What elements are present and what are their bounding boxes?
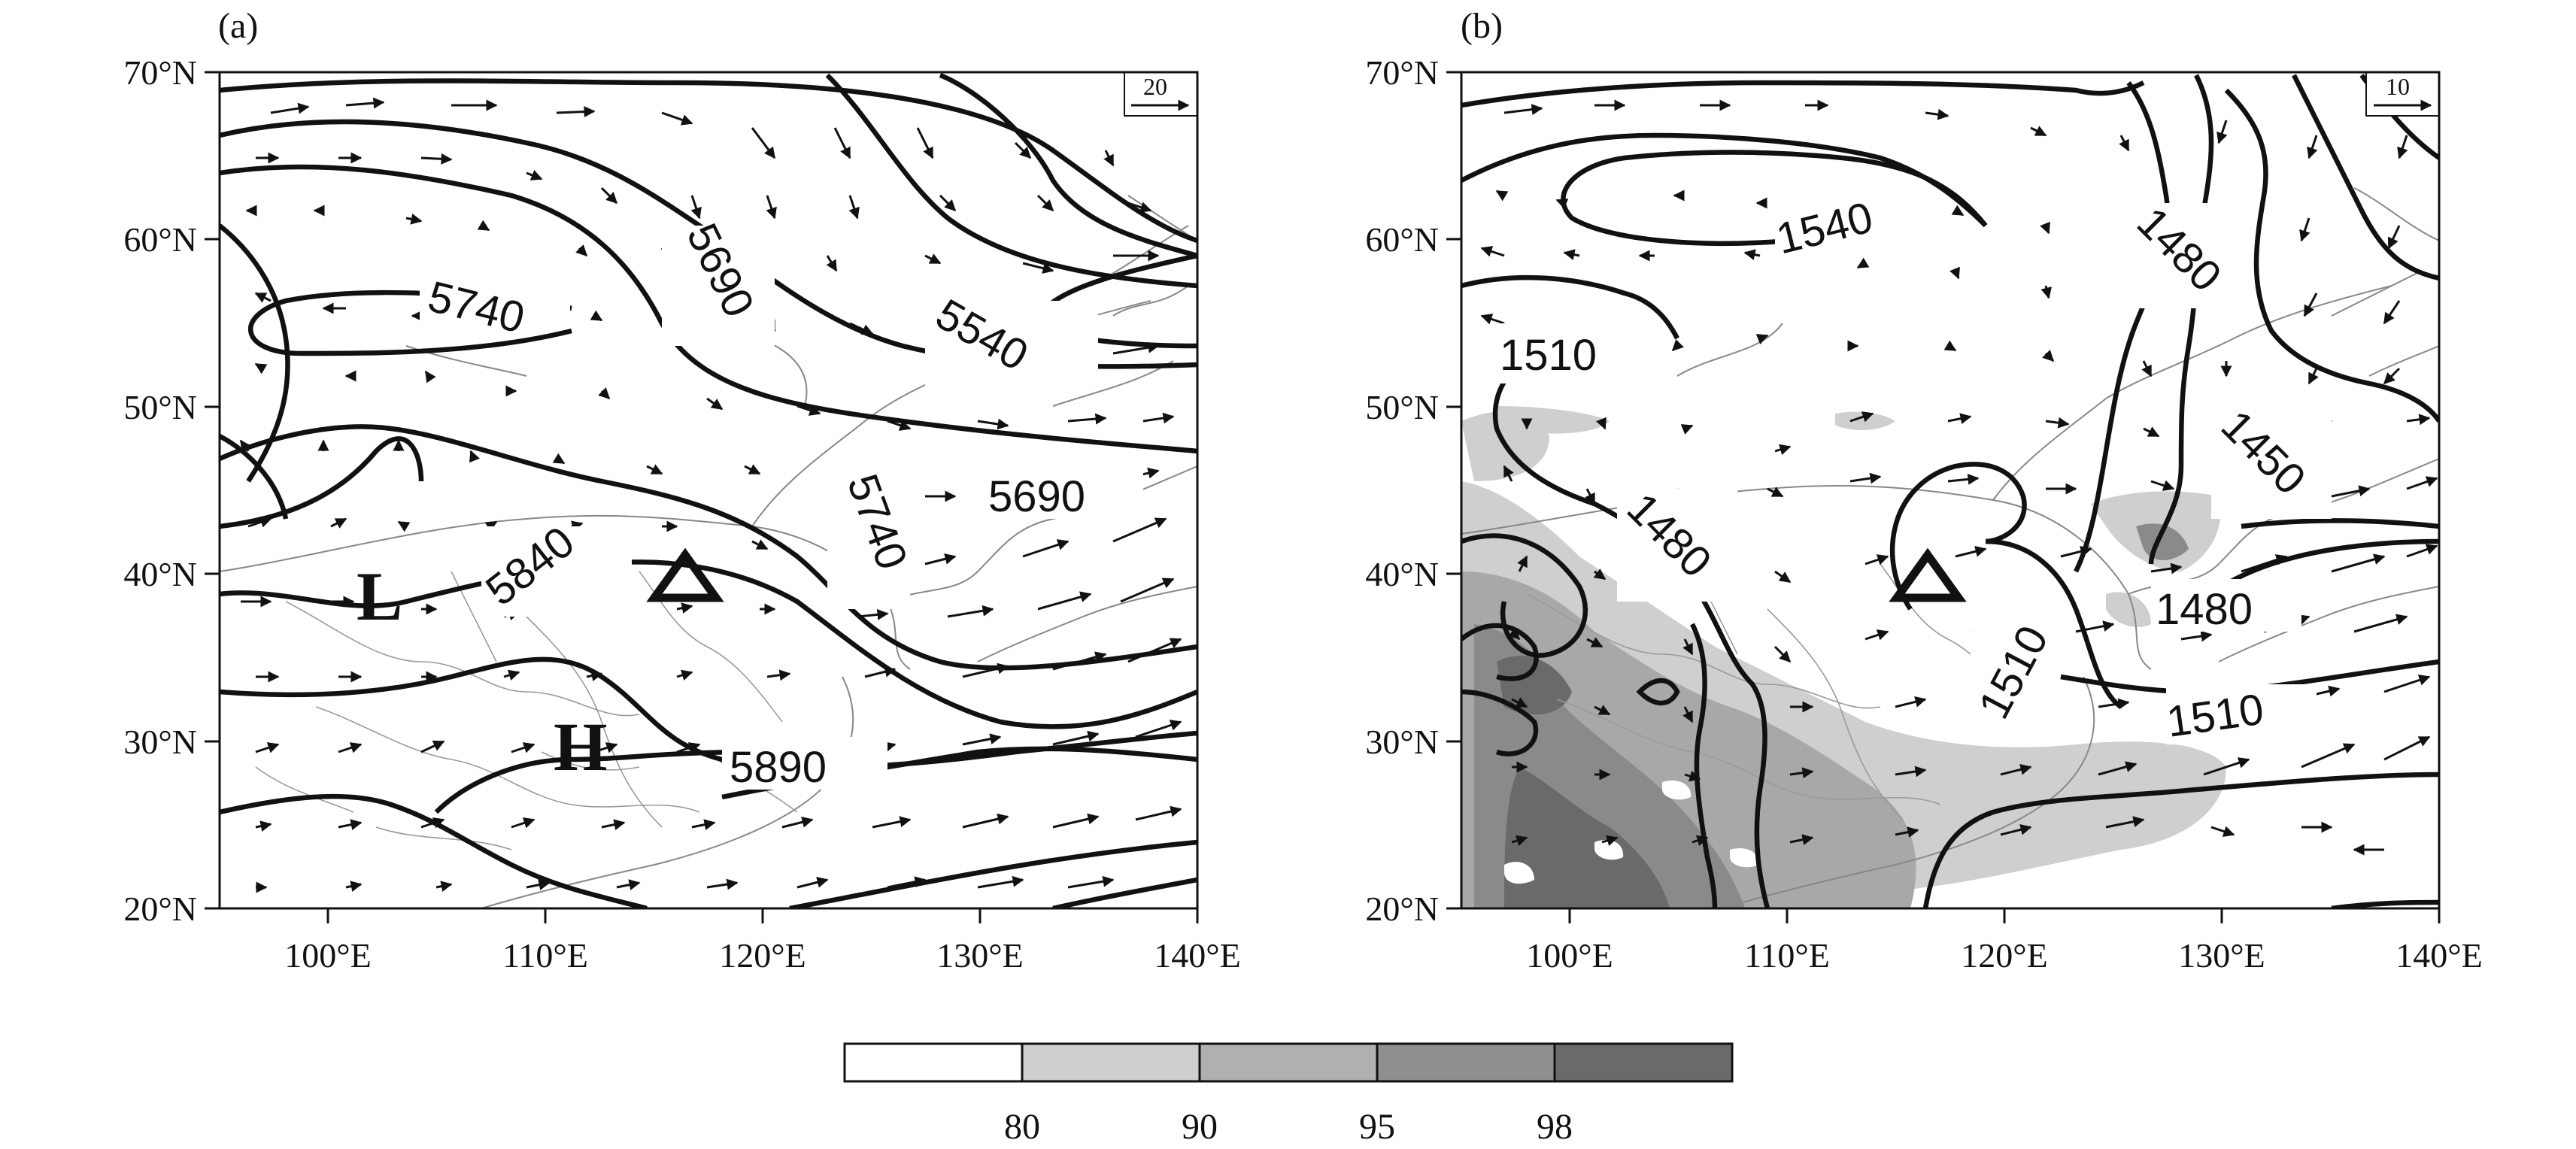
svg-text:130°E: 130°E — [2178, 936, 2265, 975]
panel-a-lon-labels: 100°E 110°E 120°E 130°E 140°E — [284, 936, 1241, 975]
station-triangle-marker — [1889, 547, 1967, 602]
svg-text:30°N: 30°N — [123, 723, 197, 761]
panel-b-frame — [1460, 71, 2441, 910]
colorbar-segment — [1553, 1042, 1734, 1083]
svg-text:20°N: 20°N — [123, 890, 197, 928]
svg-text:140°E: 140°E — [1154, 936, 1241, 975]
svg-text:110°E: 110°E — [1744, 936, 1830, 975]
panel-b-lon-ticks — [1568, 908, 2441, 923]
panel-b-reference-vector: 10 — [2365, 72, 2439, 117]
svg-text:40°N: 40°N — [123, 555, 197, 593]
svg-text:120°E: 120°E — [719, 936, 806, 975]
station-triangle-marker — [646, 547, 724, 602]
colorbar: 80 90 95 98 — [843, 1042, 1734, 1147]
svg-text:100°E: 100°E — [284, 936, 372, 975]
svg-text:70°N: 70°N — [1365, 53, 1439, 92]
svg-text:110°E: 110°E — [502, 936, 588, 975]
svg-text:140°E: 140°E — [2395, 936, 2483, 975]
humidity-shading — [1461, 406, 2226, 908]
panel-b-lat-ticks — [1446, 71, 1461, 910]
panel-b-wind-vectors — [1480, 99, 2438, 856]
contour-label: 5690 — [988, 472, 1085, 521]
panel-a-frame — [218, 71, 1199, 910]
svg-text:60°N: 60°N — [1365, 220, 1439, 259]
svg-text:40°N: 40°N — [1365, 555, 1439, 593]
panel-a-label: (a) — [218, 6, 258, 46]
panel-a-contour-labels: 5740 5690 5540 5690 5740 5840 5890 — [420, 216, 1143, 792]
svg-text:50°N: 50°N — [123, 388, 197, 426]
svg-text:10: 10 — [2386, 73, 2410, 100]
low-pressure-center: L — [357, 558, 402, 635]
panel-b-lat-labels: 70°N 60°N 50°N 40°N 30°N 20°N — [1365, 53, 1439, 928]
panel-b-label: (b) — [1461, 6, 1503, 46]
svg-text:50°N: 50°N — [1365, 388, 1439, 426]
svg-text:100°E: 100°E — [1526, 936, 1613, 975]
panel-a-reference-vector: 20 — [1124, 72, 1197, 117]
panel-a: (a) — [123, 6, 1240, 975]
panel-a-lat-labels: 70°N 60°N 50°N 40°N 30°N 20°N — [123, 53, 197, 928]
colorbar-tick-label: 98 — [1537, 1107, 1573, 1147]
colorbar-tick-label: 80 — [1004, 1107, 1040, 1147]
panel-b-contour-labels: 1540 1480 1510 1480 1450 1480 1510 1510 — [1497, 188, 2332, 747]
svg-text:130°E: 130°E — [936, 936, 1024, 975]
colorbar-segment — [1376, 1042, 1556, 1083]
contour-label: 1510 — [1500, 331, 1597, 380]
contour-label: 1480 — [2156, 585, 2253, 634]
svg-text:20: 20 — [1143, 73, 1167, 100]
svg-text:20°N: 20°N — [1365, 890, 1439, 928]
panel-b: (b) — [1365, 6, 2482, 975]
svg-text:60°N: 60°N — [123, 220, 197, 259]
colorbar-tick-label: 90 — [1182, 1107, 1218, 1147]
svg-text:30°N: 30°N — [1365, 723, 1439, 761]
colorbar-segment — [843, 1042, 1024, 1083]
panel-a-lon-ticks — [326, 908, 1199, 923]
svg-text:70°N: 70°N — [123, 53, 197, 92]
panel-a-lat-ticks — [205, 71, 220, 910]
high-pressure-center: H — [554, 708, 608, 785]
contour-label: 5890 — [730, 743, 827, 792]
panel-b-lon-labels: 100°E 110°E 120°E 130°E 140°E — [1526, 936, 2483, 975]
colorbar-segment — [1198, 1042, 1379, 1083]
colorbar-tick-label: 95 — [1359, 1107, 1395, 1147]
svg-text:120°E: 120°E — [1961, 936, 2048, 975]
colorbar-segment — [1021, 1042, 1201, 1083]
